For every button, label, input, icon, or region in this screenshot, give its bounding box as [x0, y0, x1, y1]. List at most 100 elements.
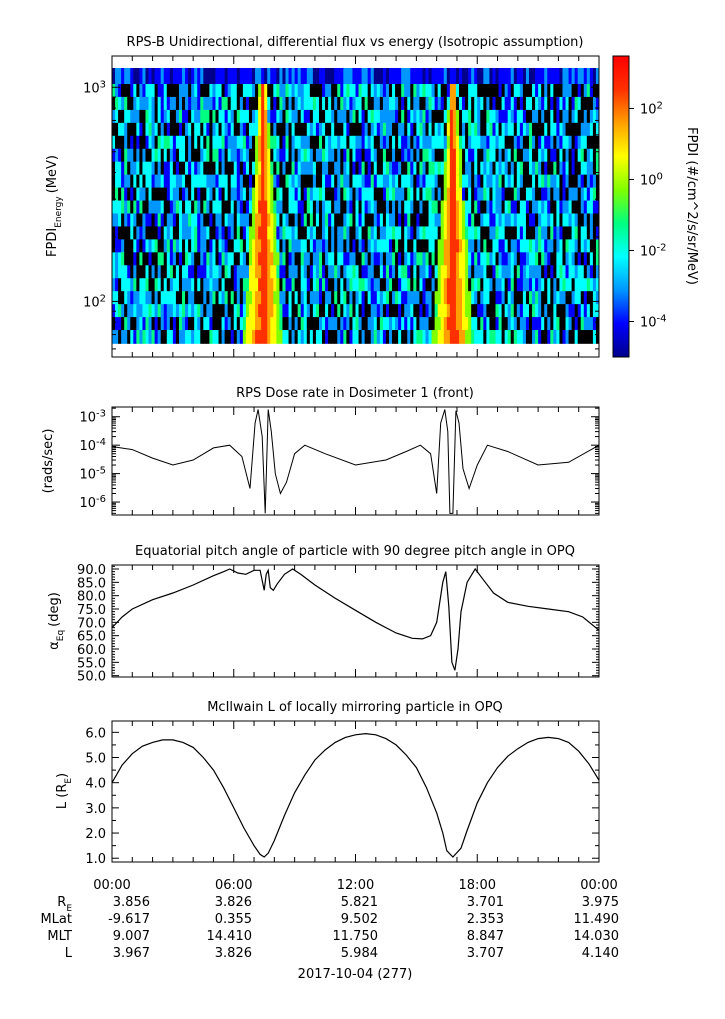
heat-cell: [516, 226, 521, 241]
heat-cell: [124, 148, 128, 163]
heat-cell: [419, 161, 424, 176]
heat-cell: [364, 265, 369, 280]
heat-cell: [532, 330, 536, 344]
heat-cell: [589, 148, 594, 163]
heat-cell: [352, 252, 357, 267]
heat-cell: [440, 161, 445, 176]
heat-cell: [398, 84, 402, 98]
heat-cell: [565, 148, 570, 163]
heat-cell: [154, 226, 159, 241]
heat-cell: [486, 265, 491, 280]
heat-cell: [458, 213, 463, 228]
heat-cell: [416, 96, 421, 111]
heat-cell: [395, 265, 399, 280]
heat-cell: [510, 174, 515, 189]
heat-cell: [300, 330, 305, 344]
heat-cell: [550, 291, 554, 305]
heat-cell: [337, 174, 341, 189]
heat-cell: [315, 213, 320, 228]
heat-cell: [331, 239, 335, 254]
heat-cell: [404, 239, 408, 254]
heat-cell: [331, 200, 335, 215]
heat-cell: [215, 109, 220, 124]
heat-cell: [124, 109, 128, 124]
heat-cell: [270, 148, 274, 163]
heat-cell: [480, 213, 484, 228]
heat-cell: [112, 148, 116, 163]
heat-cell: [419, 252, 424, 267]
heat-cell: [194, 239, 198, 254]
heat-cell: [215, 278, 220, 292]
heat-cell: [334, 330, 338, 344]
heat-cell: [306, 252, 311, 267]
heat-cell: [236, 239, 241, 254]
heat-cell: [288, 265, 293, 280]
heat-cell: [489, 226, 494, 241]
heat-cell: [595, 122, 599, 137]
heat-cell: [178, 278, 183, 292]
heat-cell: [504, 278, 509, 292]
heat-cell: [291, 96, 296, 111]
heat-cell: [595, 278, 599, 292]
mcilwain-plot-area: [112, 721, 599, 862]
heat-cell: [264, 291, 268, 305]
heat-cell: [407, 200, 411, 215]
heat-cell: [392, 161, 396, 176]
heat-cell: [425, 291, 430, 305]
heat-cell: [306, 330, 311, 344]
heat-cell: [169, 84, 174, 98]
heat-cell: [577, 291, 582, 305]
heat-cell: [264, 187, 268, 202]
heat-cell: [401, 148, 405, 163]
heat-cell: [510, 135, 515, 150]
heat-cell: [437, 96, 442, 111]
heat-cell: [477, 148, 481, 163]
heat-cell: [337, 200, 341, 215]
heat-cell: [443, 317, 448, 331]
heat-cell: [355, 252, 360, 267]
heat-cell: [507, 135, 512, 150]
heat-cell: [325, 135, 329, 150]
heat-cell: [504, 148, 509, 163]
heat-cell: [318, 330, 323, 344]
heat-cell: [221, 330, 226, 344]
heat-cell: [139, 278, 144, 292]
heat-cell: [352, 187, 357, 202]
heat-cell: [288, 68, 293, 84]
heat-cell: [270, 265, 274, 280]
heat-cell: [136, 68, 140, 84]
heat-cell: [544, 96, 548, 111]
heat-cell: [446, 265, 451, 280]
heat-cell: [522, 122, 527, 137]
heat-cell: [334, 239, 338, 254]
heat-cell: [224, 96, 229, 111]
heat-cell: [297, 213, 302, 228]
heat-cell: [443, 265, 448, 280]
heat-cell: [346, 109, 351, 124]
heat-cell: [522, 226, 527, 241]
heat-cell: [528, 278, 533, 292]
heat-cell: [233, 226, 238, 241]
heat-cell: [565, 187, 570, 202]
heat-cell: [370, 135, 375, 150]
heat-cell: [306, 304, 311, 318]
heat-cell: [507, 96, 512, 111]
heat-cell: [154, 304, 159, 318]
heat-cell: [559, 187, 564, 202]
heat-cell: [434, 122, 439, 137]
heat-cell: [358, 161, 363, 176]
heat-cell: [172, 213, 177, 228]
heat-cell: [142, 278, 147, 292]
heat-cell: [318, 252, 323, 267]
heat-cell: [185, 304, 189, 318]
heat-cell: [151, 317, 156, 331]
heat-cell: [233, 252, 238, 267]
heat-cell: [556, 109, 561, 124]
heat-cell: [556, 213, 561, 228]
heat-cell: [258, 122, 262, 137]
heat-cell: [200, 174, 204, 189]
heat-cell: [252, 148, 256, 163]
heat-cell: [452, 96, 457, 111]
heat-cell: [580, 239, 585, 254]
heat-cell: [486, 96, 491, 111]
